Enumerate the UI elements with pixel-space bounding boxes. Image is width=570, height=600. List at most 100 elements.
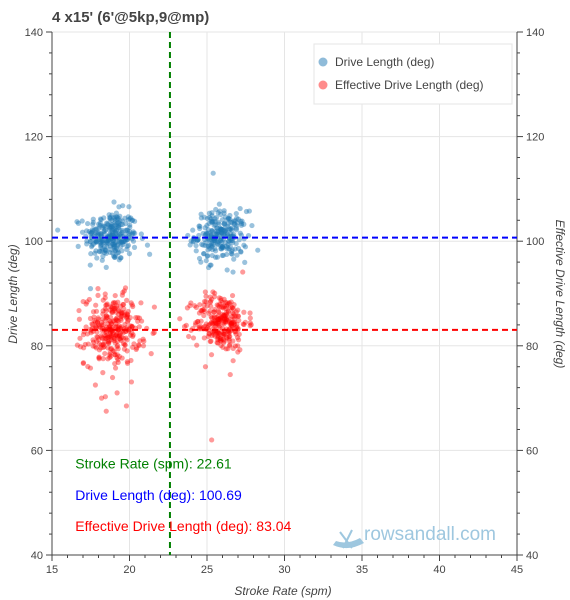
scatter-point xyxy=(116,335,123,342)
scatter-point xyxy=(202,289,208,295)
scatter-point xyxy=(246,208,252,214)
scatter-point xyxy=(96,316,102,322)
scatter-point xyxy=(229,237,236,244)
scatter-point xyxy=(118,255,124,261)
annotation-text: Effective Drive Length (deg): 83.04 xyxy=(75,518,291,534)
scatter-point xyxy=(211,309,217,315)
scatter-point xyxy=(102,339,108,345)
scatter-point xyxy=(227,371,233,378)
x-tick-label: 35 xyxy=(356,564,368,576)
scatter-point xyxy=(117,239,124,245)
series-0 xyxy=(55,170,261,292)
scatter-point xyxy=(209,242,215,248)
watermark-text: rowsandall.com xyxy=(364,524,496,545)
scatter-point xyxy=(204,222,210,229)
scatter-point xyxy=(88,229,94,236)
scatter-point xyxy=(80,360,86,367)
scatter-point xyxy=(237,230,243,236)
scatter-point xyxy=(221,221,227,227)
scatter-point xyxy=(233,331,239,337)
scatter-point xyxy=(126,204,132,210)
scatter-point xyxy=(112,352,118,358)
scatter-point xyxy=(219,239,225,245)
scatter-point xyxy=(92,319,99,325)
scatter-point xyxy=(112,300,118,306)
scatter-points xyxy=(55,170,261,443)
scatter-point xyxy=(104,334,110,341)
scatter-point xyxy=(214,225,220,231)
scatter-point xyxy=(116,224,122,230)
scatter-point xyxy=(112,240,118,246)
scatter-point xyxy=(231,320,238,327)
scatter-point xyxy=(227,236,233,242)
scatter-point xyxy=(221,316,228,322)
scatter-point xyxy=(130,344,136,350)
scatter-point xyxy=(118,233,124,239)
scatter-point xyxy=(200,324,206,331)
scatter-point xyxy=(224,267,230,273)
scatter-point xyxy=(220,313,227,319)
scatter-point xyxy=(206,220,212,227)
scatter-point xyxy=(203,239,209,246)
scatter-point xyxy=(126,327,132,333)
annotation-text: Stroke Rate (spm): 22.61 xyxy=(75,455,232,471)
scatter-point xyxy=(112,225,118,232)
scatter-point xyxy=(90,343,96,349)
x-tick-label: 25 xyxy=(201,564,213,576)
scatter-point xyxy=(122,238,128,244)
scatter-point xyxy=(100,246,106,252)
scatter-point xyxy=(110,241,116,247)
scatter-point xyxy=(222,316,229,323)
scatter-point xyxy=(216,319,222,325)
scatter-point xyxy=(222,319,228,325)
scatter-point xyxy=(84,241,90,247)
scatter-point xyxy=(215,337,221,343)
scatter-point xyxy=(231,218,237,224)
scatter-point xyxy=(202,323,208,329)
scatter-point xyxy=(108,334,114,340)
scatter-point xyxy=(115,247,121,253)
scatter-point xyxy=(112,254,118,260)
legend-box xyxy=(313,43,513,105)
scatter-point xyxy=(234,215,240,221)
scatter-point xyxy=(103,264,109,270)
scatter-point xyxy=(220,244,226,250)
scatter-point xyxy=(111,245,117,251)
scatter-point xyxy=(96,322,102,328)
scatter-point xyxy=(210,170,216,176)
y2-tick-label: 40 xyxy=(526,550,538,562)
scatter-point xyxy=(222,316,228,322)
scatter-point xyxy=(248,322,254,328)
scatter-point xyxy=(199,241,205,247)
scatter-point xyxy=(197,326,204,332)
scatter-point xyxy=(202,364,209,370)
scatter-point xyxy=(115,357,121,363)
scatter-point xyxy=(94,320,101,326)
scatter-point xyxy=(93,239,99,245)
scatter-point xyxy=(96,248,102,254)
x-tick-label: 15 xyxy=(46,564,58,576)
scatter-point xyxy=(98,239,104,245)
scatter-point xyxy=(93,323,99,330)
scatter-point xyxy=(133,346,139,352)
scatter-point xyxy=(111,299,117,306)
scatter-point xyxy=(215,229,221,235)
scatter-point xyxy=(107,231,113,237)
scatter-point xyxy=(232,218,238,224)
scatter-point xyxy=(214,254,221,260)
scatter-point xyxy=(106,326,112,333)
scatter-point xyxy=(116,239,123,245)
scatter-point xyxy=(118,311,124,317)
scatter-point xyxy=(247,320,253,326)
scatter-point xyxy=(119,248,125,254)
scatter-point xyxy=(81,345,87,351)
scatter-point xyxy=(124,243,130,249)
scatter-point xyxy=(226,235,233,241)
scatter-point xyxy=(220,330,227,336)
scatter-point xyxy=(228,299,234,305)
scatter-point xyxy=(115,299,121,305)
scatter-point xyxy=(113,324,119,331)
scatter-point xyxy=(217,228,223,234)
scatter-point xyxy=(93,345,100,351)
scatter-point xyxy=(220,337,227,343)
